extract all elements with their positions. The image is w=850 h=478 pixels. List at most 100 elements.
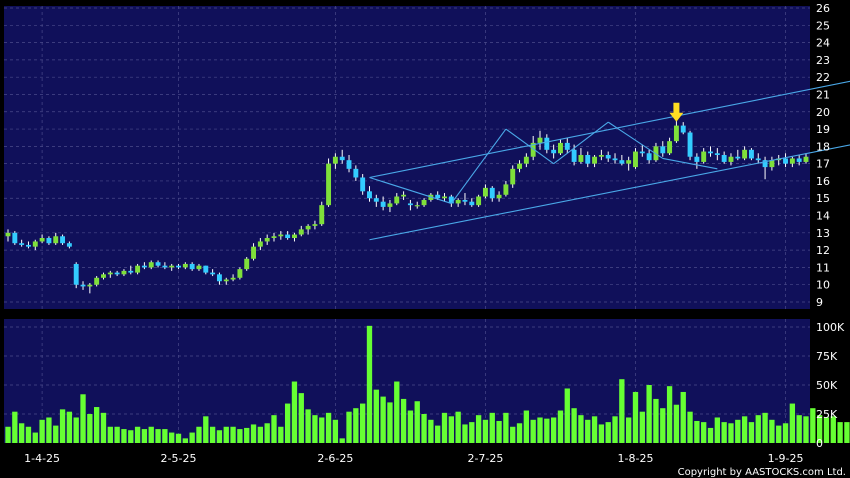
candle-body [223,279,229,282]
volume-bar [87,414,93,443]
candle-body [305,225,311,230]
date-tick-label: 2-5-25 [161,452,197,465]
volume-bar [169,432,175,443]
volume-bar [803,416,809,443]
volume-bar [353,408,359,443]
price-tick-label: 11 [816,261,830,274]
candle-body [714,153,720,155]
volume-bar [619,379,625,443]
candle-body [278,234,284,237]
candle-body [742,149,748,159]
candle-body [128,270,134,273]
price-tick-label: 13 [816,227,830,240]
volume-bar [407,410,414,443]
volume-bar [291,381,298,443]
candle-body [728,156,734,162]
volume-bar [39,419,45,443]
volume-bar [653,398,659,443]
candle-body [673,125,679,142]
candle-body [73,263,79,285]
volume-bar [175,433,182,443]
candle-body [496,194,502,199]
volume-bar [728,423,734,443]
volume-bar [701,422,707,443]
volume-bar [73,417,79,443]
candle-body [442,196,447,199]
candle-body [244,258,250,270]
volume-bar [735,419,741,443]
volume-bar [5,426,11,443]
candle-body [326,163,332,206]
date-tick-label: 2-6-25 [317,452,353,465]
volume-bar [216,430,223,443]
price-tick-label: 24 [816,37,830,50]
volume-bar [550,417,557,443]
volume-bar [435,425,441,443]
volume-bar [762,412,768,443]
price-tick-label: 14 [816,210,830,223]
volume-bar [46,417,52,443]
candle-body [646,153,652,161]
candle-body [660,146,666,154]
volume-bar [284,403,291,443]
candle-body [87,284,93,287]
candle-body [530,142,536,157]
price-panel [4,6,810,309]
candle-body [564,142,570,150]
price-axis: 9 10 11 12 13 14 15 16 17 18 19 20 21 22 23 24 25 26 [816,2,830,309]
volume-grid [4,326,810,415]
copyright-text: Copyright by AASTOCKS.com Ltd. [678,467,846,478]
volume-bar [707,427,714,443]
volume-bar [755,415,761,443]
volume-bar [394,381,400,443]
candle-body [182,263,188,268]
volume-bar [155,429,161,443]
trendline [450,128,507,204]
candle-body [585,155,591,164]
volume-bar [121,429,127,443]
candle-body [735,156,741,159]
volume-bar [366,325,373,443]
volume-bar [162,429,168,443]
candle-body [285,234,291,239]
candle-body [510,168,516,185]
candle-body [435,194,441,199]
volume-bar [796,415,802,443]
volume-bar [469,422,475,443]
candle-body [551,149,557,154]
down-arrow-icon [669,102,684,122]
volume-bar [312,415,318,443]
volume-bar [666,386,673,443]
volume-bar [203,416,209,443]
candle-body [39,238,45,242]
candle-body [789,158,795,164]
candle-body [755,158,761,161]
price-tick-label: 19 [816,123,830,136]
candle-body [721,155,727,162]
candle-body [612,158,618,161]
price-tick-label: 20 [816,106,830,119]
volume-axis: 0 25K 50K 75K 100K [816,321,845,450]
candle-body [694,156,700,162]
volume-bar [421,414,427,443]
candle-body [517,163,522,169]
volume-bar [694,420,700,443]
price-tick-label: 12 [816,244,830,257]
volume-bar [346,411,352,443]
volume-tick-label: 0 [816,437,823,450]
volume-bar [646,385,652,443]
arrow-marker-group [669,102,684,122]
volume-bar [250,424,257,443]
candle-body [380,201,386,207]
candle-body [162,265,168,268]
candle-body [476,196,482,206]
volume-bar [264,423,270,443]
volume-bar [380,396,386,443]
candle-body [367,191,372,199]
volume-bar [530,419,536,443]
trendline [607,121,664,159]
price-tick-label: 17 [816,158,830,171]
volume-bar [59,409,66,443]
candle-body [353,168,359,178]
